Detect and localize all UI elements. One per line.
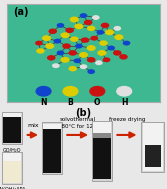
- Bar: [43, 123, 61, 173]
- Circle shape: [36, 87, 51, 96]
- Bar: [145, 145, 161, 167]
- Circle shape: [63, 87, 78, 96]
- Circle shape: [92, 15, 100, 20]
- Circle shape: [84, 20, 92, 25]
- Circle shape: [52, 63, 60, 68]
- Text: H: H: [121, 98, 127, 107]
- Circle shape: [90, 87, 105, 96]
- Circle shape: [35, 41, 43, 46]
- Circle shape: [97, 50, 107, 56]
- Bar: [3, 117, 21, 143]
- Bar: [3, 161, 21, 183]
- Circle shape: [101, 23, 109, 28]
- Circle shape: [81, 37, 89, 43]
- Text: (a): (a): [13, 7, 28, 17]
- Circle shape: [103, 57, 110, 62]
- Circle shape: [48, 29, 57, 34]
- Bar: [93, 133, 111, 138]
- Circle shape: [87, 45, 96, 51]
- Circle shape: [87, 57, 96, 63]
- Circle shape: [70, 17, 79, 22]
- Text: GO/H₂O: GO/H₂O: [3, 147, 21, 152]
- Circle shape: [107, 46, 115, 50]
- Circle shape: [68, 50, 77, 56]
- FancyBboxPatch shape: [42, 122, 62, 174]
- Circle shape: [105, 29, 114, 35]
- Text: mix: mix: [27, 123, 39, 128]
- Circle shape: [36, 48, 45, 54]
- Circle shape: [113, 26, 121, 31]
- Bar: [43, 129, 61, 173]
- Bar: [93, 122, 111, 180]
- Circle shape: [74, 23, 84, 29]
- Text: solvothermal: solvothermal: [60, 118, 96, 122]
- Circle shape: [79, 52, 88, 58]
- Circle shape: [57, 23, 64, 28]
- Circle shape: [68, 66, 77, 71]
- Circle shape: [54, 39, 61, 44]
- Circle shape: [42, 35, 51, 41]
- Circle shape: [90, 36, 98, 41]
- Text: freeze drying: freeze drying: [109, 118, 145, 122]
- Circle shape: [113, 50, 122, 56]
- Circle shape: [73, 58, 81, 63]
- Text: 180°C for 12h: 180°C for 12h: [58, 124, 97, 129]
- Circle shape: [117, 87, 132, 96]
- Text: O: O: [94, 98, 101, 107]
- Circle shape: [60, 57, 70, 63]
- Circle shape: [99, 40, 108, 46]
- FancyBboxPatch shape: [2, 152, 22, 184]
- Bar: [93, 138, 111, 180]
- Circle shape: [65, 28, 74, 33]
- Circle shape: [95, 60, 103, 65]
- Text: N: N: [40, 98, 47, 107]
- Bar: [3, 113, 21, 143]
- Circle shape: [75, 44, 83, 49]
- FancyBboxPatch shape: [141, 122, 164, 172]
- Circle shape: [45, 43, 54, 49]
- FancyBboxPatch shape: [2, 112, 22, 144]
- Circle shape: [47, 55, 56, 61]
- FancyBboxPatch shape: [92, 121, 112, 181]
- Circle shape: [123, 41, 130, 46]
- Bar: [142, 123, 163, 171]
- Circle shape: [97, 30, 104, 35]
- Circle shape: [60, 32, 70, 38]
- Circle shape: [57, 50, 64, 55]
- Circle shape: [87, 69, 95, 74]
- Circle shape: [70, 36, 79, 42]
- Text: B: B: [68, 98, 73, 107]
- Circle shape: [62, 43, 71, 49]
- Circle shape: [87, 26, 96, 31]
- Text: (b): (b): [75, 108, 92, 118]
- Text: BN(OH)₃/IPA: BN(OH)₃/IPA: [0, 187, 26, 189]
- Bar: [3, 153, 21, 183]
- Circle shape: [114, 34, 123, 40]
- Circle shape: [119, 54, 128, 60]
- Circle shape: [80, 64, 87, 69]
- Circle shape: [80, 13, 87, 18]
